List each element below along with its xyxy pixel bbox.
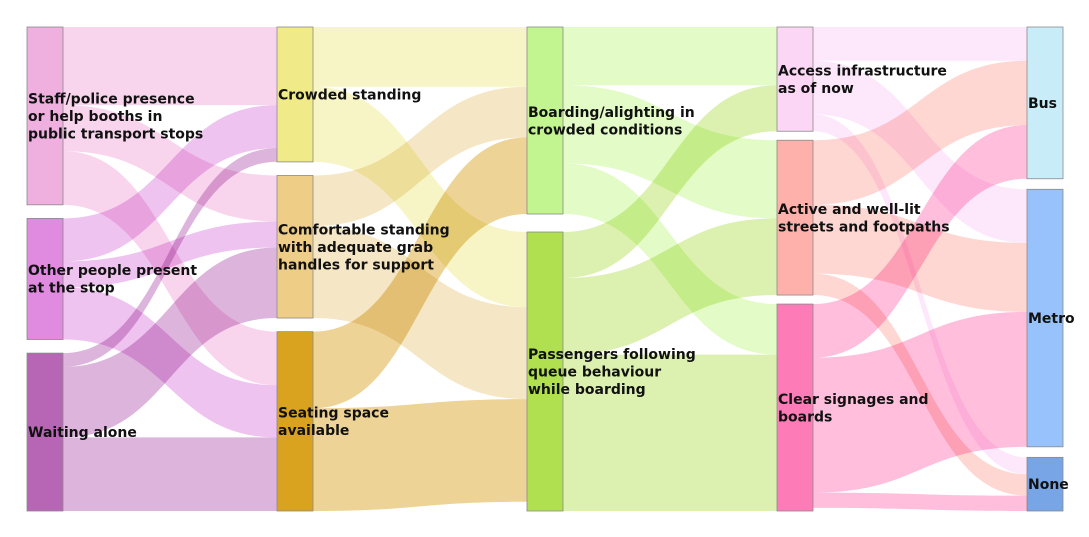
- node-label-boarding: Boarding/alighting in crowded conditions: [528, 105, 695, 139]
- link-signage-to-metro: [813, 311, 1027, 493]
- labels-layer: Staff/police presence or help booths in pu…: [28, 63, 1075, 493]
- links-layer: [63, 27, 1027, 511]
- link-comfortable-to-boarding: [313, 86, 527, 227]
- node-label-alone: Waiting alone: [28, 425, 137, 441]
- link-staff-to-crowded: [63, 27, 277, 106]
- node-none: [1026, 456, 1064, 512]
- node-label-metro: Metro: [1028, 311, 1075, 327]
- nodes-layer: [26, 26, 1064, 512]
- node-seating: [276, 331, 314, 512]
- link-queue-to-access: [563, 85, 777, 278]
- node-staff: [26, 26, 64, 206]
- node-boarding: [526, 26, 564, 215]
- link-seating-to-boarding: [313, 137, 527, 409]
- link-access-to-bus: [813, 27, 1027, 61]
- link-queue-to-lit: [563, 218, 777, 355]
- link-crowded-to-queue: [313, 86, 527, 308]
- node-label-comfortable: Comfortable standing with adequate grab ha…: [278, 222, 450, 273]
- link-boarding-to-access: [563, 27, 777, 86]
- node-bus: [1026, 26, 1064, 180]
- link-alone-to-crowded: [63, 148, 277, 367]
- link-comfortable-to-queue: [313, 226, 527, 400]
- node-label-lit: Active and well-lit streets and footpaths: [778, 202, 950, 236]
- node-other: [26, 218, 64, 340]
- node-label-crowded: Crowded standing: [278, 87, 421, 103]
- node-access: [776, 26, 814, 132]
- link-queue-to-signage: [563, 354, 777, 511]
- node-label-access: Access infrastructure as of now: [778, 63, 947, 97]
- node-queue: [526, 231, 564, 512]
- link-other-to-crowded: [63, 105, 277, 262]
- node-signage: [776, 303, 814, 512]
- link-crowded-to-boarding: [313, 27, 527, 87]
- link-alone-to-comfortable: [63, 247, 277, 438]
- node-label-queue: Passengers following queue behaviour while…: [528, 347, 696, 398]
- link-signage-to-bus: [813, 125, 1027, 358]
- link-signage-to-none: [813, 492, 1027, 511]
- node-alone: [26, 352, 64, 512]
- node-label-signage: Clear signages and boards: [778, 392, 929, 426]
- node-lit: [776, 139, 814, 296]
- link-boarding-to-lit: [563, 85, 777, 219]
- node-label-other: Other people present at the stop: [28, 263, 197, 297]
- node-metro: [1026, 188, 1064, 448]
- node-label-none: None: [1028, 477, 1069, 493]
- node-comfortable: [276, 175, 314, 319]
- link-access-to-none: [813, 114, 1027, 475]
- node-label-seating: Seating space available: [278, 406, 389, 440]
- link-seating-to-queue: [313, 399, 527, 511]
- node-crowded: [276, 26, 314, 163]
- link-lit-to-bus: [813, 60, 1027, 205]
- node-label-bus: Bus: [1028, 96, 1057, 112]
- node-label-staff: Staff/police presence or help booths in pu…: [28, 91, 203, 142]
- link-alone-to-seating: [63, 437, 277, 511]
